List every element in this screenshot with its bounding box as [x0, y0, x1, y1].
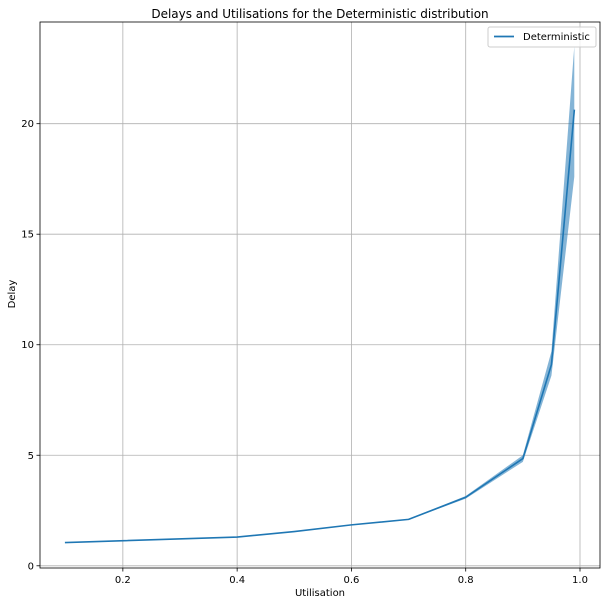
y-tick-label: 15	[21, 230, 34, 241]
plot-series	[64, 46, 576, 544]
axis-ticks: 0.2 0.4 0.6 0.8 1.0 0 5 10 15 20	[21, 119, 588, 586]
series-line	[64, 109, 576, 544]
y-axis-label: Delay	[7, 280, 18, 309]
y-tick-label: 20	[21, 119, 34, 130]
chart-title: Delays and Utilisations for the Determin…	[151, 7, 488, 21]
grid	[40, 22, 600, 568]
legend-box	[487, 26, 597, 48]
axes-frame	[39, 21, 601, 569]
x-tick-label: 0.4	[229, 575, 245, 586]
x-tick-label: 0.6	[343, 575, 359, 586]
y-tick-label: 0	[28, 561, 34, 572]
x-axis-label: Utilisation	[295, 588, 345, 599]
legend: Deterministic	[487, 26, 597, 48]
y-tick-label: 5	[28, 451, 34, 462]
x-tick-label: 0.8	[458, 575, 474, 586]
x-tick-label: 1.0	[572, 575, 588, 586]
legend-label-deterministic: Deterministic	[523, 32, 590, 43]
y-tick-label: 10	[21, 340, 34, 351]
x-tick-label: 0.2	[115, 575, 131, 586]
